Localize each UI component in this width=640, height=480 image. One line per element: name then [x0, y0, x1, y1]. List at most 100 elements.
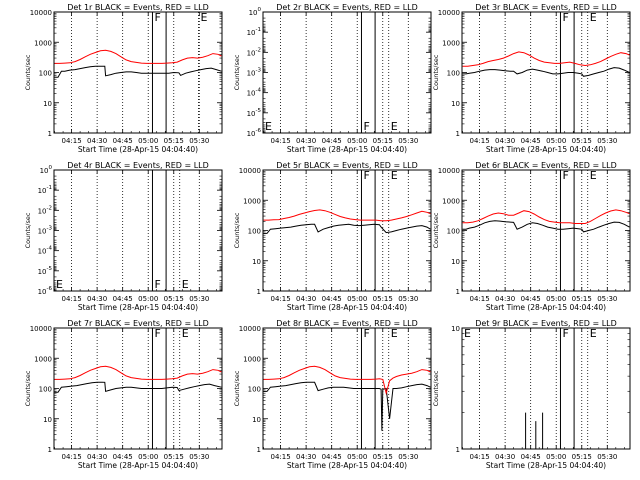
- x-tick-label: 05:30: [189, 137, 209, 145]
- y-tick-label: 1: [456, 446, 460, 454]
- x-tick-label: 05:15: [164, 137, 184, 145]
- plot-frame: [262, 169, 432, 292]
- plot-frame: [53, 169, 223, 292]
- y-tick-label: 1000: [442, 197, 460, 205]
- x-tick-label: 04:45: [322, 295, 342, 303]
- x-tick-label: 04:30: [296, 295, 316, 303]
- det-panel-8: Det 8r BLACK = Events, RED = LLD 04:15 04:…: [233, 319, 432, 470]
- x-axis-label: Start Time (28-Apr-15 04:04:40): [486, 303, 606, 312]
- y-tick-label: 10000: [438, 9, 460, 17]
- x-tick-label: 04:15: [61, 295, 81, 303]
- y-tick-label: 10: [451, 100, 460, 108]
- plot-frame: [262, 11, 432, 134]
- x-tick-label: 04:45: [322, 137, 342, 145]
- x-tick-label: 05:15: [373, 295, 393, 303]
- time-marker-label: E: [56, 278, 63, 291]
- x-axis-label: Start Time (28-Apr-15 04:04:40): [78, 303, 198, 312]
- lld-series-line: [462, 51, 630, 67]
- events-series-line: [462, 67, 630, 77]
- x-tick-label: 05:00: [138, 295, 158, 303]
- x-axis-label: Start Time (28-Apr-15 04:04:40): [78, 145, 198, 154]
- y-tick-label: 100: [447, 70, 460, 78]
- y-tick-label: 10-4: [247, 88, 262, 98]
- x-tick-label: 05:30: [398, 137, 418, 145]
- lld-series-line: [54, 365, 222, 380]
- x-tick-label: 05:15: [572, 453, 592, 461]
- time-marker-label: F: [363, 327, 369, 340]
- y-tick-label: 1: [456, 130, 460, 138]
- events-series-line: [54, 65, 222, 78]
- events-series-line: [263, 223, 431, 234]
- x-tick-label: 05:30: [597, 453, 617, 461]
- time-marker-label: E: [590, 11, 597, 24]
- x-tick-label: 04:15: [61, 137, 81, 145]
- x-tick-label: 05:15: [164, 453, 184, 461]
- x-tick-label: 05:00: [546, 453, 566, 461]
- x-axis-label: Start Time (28-Apr-15 04:04:40): [287, 303, 407, 312]
- x-tick-label: 05:00: [138, 137, 158, 145]
- lld-series-line: [54, 49, 222, 64]
- x-tick-label: 04:15: [61, 453, 81, 461]
- x-tick-label: 05:30: [189, 295, 209, 303]
- x-tick-label: 04:30: [495, 453, 515, 461]
- x-tick-label: 04:15: [270, 137, 290, 145]
- x-tick-label: 04:30: [495, 295, 515, 303]
- x-tick-label: 04:30: [495, 137, 515, 145]
- y-axis-label: Counts/sec: [233, 54, 241, 90]
- y-tick-label: 1: [48, 446, 52, 454]
- x-tick-label: 04:30: [87, 137, 107, 145]
- y-tick-label: 10: [451, 258, 460, 266]
- y-tick-label: 10-2: [38, 205, 52, 215]
- y-tick-label: 10: [451, 325, 460, 333]
- x-tick-label: 05:00: [546, 295, 566, 303]
- time-marker-label: E: [265, 120, 272, 133]
- x-tick-label: 05:00: [138, 453, 158, 461]
- y-axis-label: Counts/sec: [432, 54, 440, 90]
- x-tick-label: 04:30: [296, 137, 316, 145]
- events-series-line: [263, 381, 431, 431]
- events-series-line: [462, 220, 630, 233]
- panel-title: Det 9r BLACK = Events, RED = LLD: [475, 319, 617, 328]
- time-marker-label: F: [562, 169, 568, 182]
- x-tick-label: 04:45: [521, 453, 541, 461]
- y-tick-label: 1000: [243, 355, 261, 363]
- y-axis-label: Counts/sec: [24, 370, 32, 406]
- y-axis-label: Counts/sec: [233, 212, 241, 248]
- y-tick-label: 1000: [34, 355, 52, 363]
- y-tick-label: 1000: [243, 197, 261, 205]
- x-tick-label: 05:15: [373, 453, 393, 461]
- x-tick-label: 05:15: [572, 137, 592, 145]
- y-axis-label: Counts/sec: [432, 370, 440, 406]
- panel-title: Det 1r BLACK = Events, RED = LLD: [67, 3, 209, 12]
- x-tick-label: 05:15: [373, 137, 393, 145]
- x-tick-label: 05:30: [189, 453, 209, 461]
- y-tick-label: 1: [257, 446, 261, 454]
- y-tick-label: 10-6: [38, 286, 53, 296]
- time-marker-label: F: [154, 278, 160, 291]
- events-series-line: [525, 412, 544, 449]
- x-tick-label: 05:00: [347, 295, 367, 303]
- y-tick-label: 1: [257, 288, 261, 296]
- y-tick-label: 10-3: [247, 68, 262, 78]
- x-tick-label: 04:45: [113, 137, 133, 145]
- x-tick-label: 04:45: [113, 295, 133, 303]
- x-axis-label: Start Time (28-Apr-15 04:04:40): [486, 145, 606, 154]
- y-tick-label: 10000: [239, 167, 261, 175]
- y-tick-label: 100: [39, 70, 52, 78]
- det-panel-5: Det 5r BLACK = Events, RED = LLD 04:15 04:…: [233, 161, 432, 312]
- time-marker-label: E: [182, 278, 189, 291]
- x-axis-label: Start Time (28-Apr-15 04:04:40): [287, 461, 407, 470]
- time-marker-label: F: [154, 11, 160, 24]
- time-marker-label: E: [182, 327, 189, 340]
- time-marker-label: E: [590, 327, 597, 340]
- panel-title: Det 6r BLACK = Events, RED = LLD: [475, 161, 617, 170]
- y-axis-label: Counts/sec: [432, 212, 440, 248]
- x-tick-label: 05:30: [597, 295, 617, 303]
- y-axis-label: Counts/sec: [24, 54, 32, 90]
- det-panel-6: Det 6r BLACK = Events, RED = LLD 04:15 04:…: [432, 161, 631, 312]
- panel-title: Det 5r BLACK = Events, RED = LLD: [276, 161, 418, 170]
- x-tick-label: 04:15: [270, 453, 290, 461]
- x-axis-label: Start Time (28-Apr-15 04:04:40): [78, 461, 198, 470]
- x-axis-label: Start Time (28-Apr-15 04:04:40): [287, 145, 407, 154]
- plot-frame: [461, 327, 631, 450]
